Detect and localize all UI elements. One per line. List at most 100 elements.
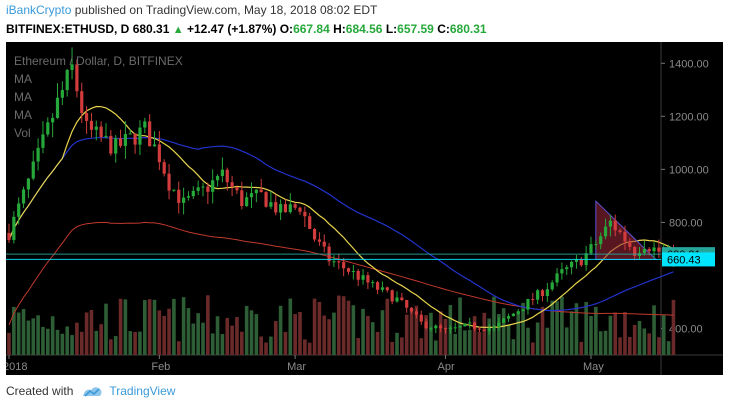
candle-body [453, 327, 457, 329]
volume-bar [511, 339, 516, 355]
legend-title: Ethereum / Dollar, D, BITFINEX [14, 54, 183, 68]
candle-body [283, 204, 288, 213]
volume-bar [526, 327, 530, 355]
legend-ma-1[interactable]: MA [14, 72, 32, 86]
volume-bar [273, 321, 278, 355]
candle-body [70, 64, 74, 70]
volume-bar [41, 326, 45, 355]
legend-ma-3[interactable]: MA [14, 108, 32, 122]
candle-body [123, 134, 127, 146]
volume-bar [608, 315, 613, 355]
candle-body [400, 297, 404, 300]
candle-body [482, 329, 486, 331]
volume-bar [385, 298, 390, 355]
volume-bar [60, 333, 65, 355]
volume-bar [657, 337, 661, 355]
candle-body [118, 138, 123, 146]
candle-body [322, 241, 326, 247]
candle-body [332, 261, 336, 263]
candle-body [366, 275, 370, 283]
author-link[interactable]: iBankCrypto [6, 3, 72, 17]
chart-canvas[interactable]: 1400.00 1200.00 1000.00 800.00 400.00 2018 Feb… [6, 42, 723, 375]
candle-body [12, 216, 16, 241]
volume-bar [138, 331, 142, 355]
candle-body [162, 162, 166, 174]
volume-bar [172, 298, 176, 355]
volume-bar [579, 341, 584, 355]
candle-body [468, 322, 472, 324]
candle-body [550, 282, 554, 290]
y-tick-label: 1000.00 [669, 164, 709, 176]
x-tick-label: May [583, 361, 604, 373]
candle-body [497, 322, 501, 327]
candle-body [395, 297, 399, 302]
volume-bar [288, 298, 293, 355]
volume-bar [584, 302, 588, 355]
candle-body [133, 133, 137, 145]
candle-body [487, 328, 491, 331]
legend-ma-2[interactable]: MA [14, 90, 32, 104]
candle-body [245, 197, 249, 207]
candle-body [269, 202, 273, 207]
candle-body [603, 226, 608, 237]
candle-body [599, 236, 603, 245]
candle-body [506, 316, 511, 319]
x-tick-label: 2018 [6, 361, 27, 373]
y-tick-label: 400.00 [669, 323, 703, 335]
volume-bar [12, 306, 16, 355]
low-value: 657.59 [397, 22, 434, 36]
volume-bar [104, 303, 108, 355]
up-arrow-icon: ▲ [172, 24, 184, 36]
high-value: 684.56 [345, 22, 383, 36]
volume-bar [109, 339, 113, 355]
volume-bar [637, 321, 642, 355]
volume-bar [84, 312, 89, 355]
candle-body [351, 270, 355, 272]
candle-body [545, 289, 549, 297]
volume-bar [327, 319, 331, 355]
candle-body [376, 282, 380, 290]
legend-volume[interactable]: Vol [14, 126, 31, 140]
y-tick-label: 800.00 [669, 217, 703, 229]
volume-bar [366, 315, 370, 355]
volume-bar [618, 337, 622, 355]
candle-body [502, 318, 506, 323]
volume-bar [269, 336, 273, 355]
candle-body [167, 173, 171, 191]
candle-body [89, 120, 94, 130]
published-text: published on TradingView.com, May 18, 20… [74, 3, 378, 17]
tradingview-brand-link[interactable]: TradingView [109, 384, 176, 398]
candle-body [346, 268, 351, 272]
price-chart[interactable]: 1400.00 1200.00 1000.00 800.00 400.00 2018 Feb… [6, 42, 723, 375]
tradingview-logo-icon[interactable] [81, 384, 103, 398]
candle-body [511, 313, 515, 317]
candle-body [75, 64, 79, 92]
volume-bar [128, 331, 133, 355]
candle-body [531, 299, 535, 301]
volume-bar [278, 305, 283, 355]
volume-bar [555, 301, 559, 355]
volume-bar [191, 323, 196, 355]
volume-bar [244, 305, 249, 355]
candle-body [114, 138, 118, 154]
candle-body [220, 169, 224, 177]
volume-bar [113, 336, 118, 355]
candle-body [138, 127, 142, 145]
volume-bar [598, 331, 603, 355]
candle-body [279, 204, 283, 213]
volume-bar [434, 340, 438, 355]
candle-body [65, 69, 69, 91]
volume-bar [375, 331, 380, 355]
candle-body [152, 144, 157, 147]
volume-bar [181, 297, 186, 355]
volume-bar [99, 324, 103, 355]
ma-fast-line [8, 105, 674, 329]
volume-bar [603, 330, 608, 355]
volume-bar [589, 316, 593, 355]
candle-body [526, 299, 530, 310]
candle-body [128, 133, 132, 135]
candle-body [51, 117, 55, 123]
candle-body [143, 121, 147, 128]
volume-bar [21, 309, 26, 355]
volume-bar [89, 309, 94, 355]
